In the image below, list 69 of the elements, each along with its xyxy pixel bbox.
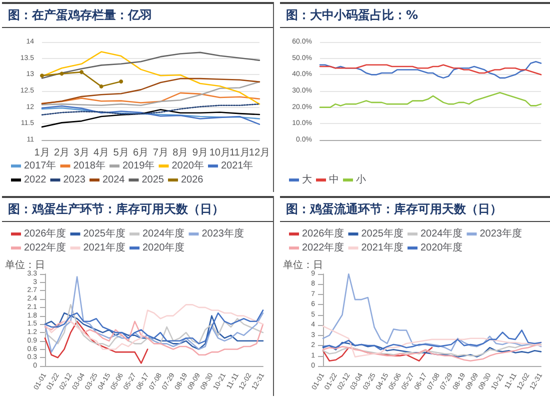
point	[119, 80, 124, 84]
x-tick-label: 6月	[133, 148, 149, 158]
point	[40, 74, 44, 78]
line-series	[322, 325, 542, 358]
line-series	[322, 342, 542, 362]
point	[60, 72, 64, 76]
legend-label: 2018年	[73, 160, 106, 172]
legend-label: 2017年	[24, 160, 56, 172]
x-tick-label: 3月	[74, 148, 90, 158]
line-series	[322, 330, 542, 350]
legend-label: 2025年度	[361, 228, 404, 240]
line-series	[41, 107, 260, 120]
x-tick-label: 12月	[248, 148, 270, 158]
legend-label: 2026	[180, 174, 204, 186]
legend-label: 2020年度	[420, 242, 463, 254]
chart-title: 图：鸡蛋流通环节：库存可用天数（日）	[280, 196, 550, 222]
chart-title: 图：在产蛋鸡存栏量：亿羽	[2, 2, 273, 28]
line-series	[41, 92, 260, 104]
x-tick-label: 7月	[152, 148, 168, 158]
legend-label: 2019年	[122, 160, 155, 172]
line-series	[41, 108, 260, 128]
x-tick-label: 1月	[34, 148, 50, 158]
line-series	[44, 276, 264, 353]
legend-label: 2024年度	[420, 228, 463, 240]
legend-label: 2023	[63, 174, 86, 186]
x-tick-label: 8月	[172, 148, 188, 158]
x-tick-label: 5月	[113, 148, 129, 158]
legend-label: 2025年度	[83, 228, 126, 240]
line-series	[44, 320, 148, 364]
legend-label: 2026年度	[24, 228, 66, 240]
line-series	[319, 64, 542, 76]
legend-label: 2021年度	[83, 242, 126, 254]
x-tick-label: 9月	[192, 148, 208, 158]
line-series	[44, 312, 264, 350]
legend-label: 2021年	[220, 160, 254, 172]
legend-label: 大	[302, 174, 312, 186]
legend-label: 2020年度	[142, 242, 185, 254]
line-series	[319, 92, 542, 108]
legend-label: 2022年度	[302, 242, 344, 254]
legend-label: 小	[356, 174, 366, 186]
legend-label: 2021年度	[361, 242, 404, 254]
line-series	[41, 52, 260, 79]
legend-label: 2022	[24, 174, 47, 186]
legend-label: 2020年	[172, 160, 204, 172]
point	[80, 70, 84, 74]
legend-label: 2024	[102, 174, 126, 186]
line-series	[41, 51, 260, 105]
line-series	[44, 320, 264, 356]
line-series	[44, 310, 264, 344]
legend-label: 2025	[142, 174, 164, 186]
line-series	[319, 60, 542, 79]
line-series	[41, 105, 260, 125]
legend-label: 2024年度	[142, 228, 185, 240]
chart-title: 图：鸡蛋生产环节：库存可用天数（日）	[2, 196, 273, 222]
line-series	[322, 273, 542, 352]
legend-label: 2023年度	[202, 228, 244, 240]
x-tick-label: 2月	[54, 148, 70, 158]
y-axis-title: 单位：日	[283, 259, 323, 272]
legend-label: 2026年度	[302, 228, 344, 240]
line-series	[41, 103, 260, 116]
chart-title: 图：大中小码蛋占比：%	[280, 2, 550, 28]
legend-label: 中	[329, 174, 339, 186]
legend-label: 2023年度	[480, 228, 522, 240]
x-tick-label: 4月	[94, 148, 110, 158]
y-axis-title: 单位：日	[5, 259, 45, 272]
x-tick-label: 11月	[229, 148, 250, 158]
point	[99, 84, 104, 88]
x-tick-label: 10月	[209, 148, 230, 158]
legend-label: 2022年度	[24, 242, 66, 254]
